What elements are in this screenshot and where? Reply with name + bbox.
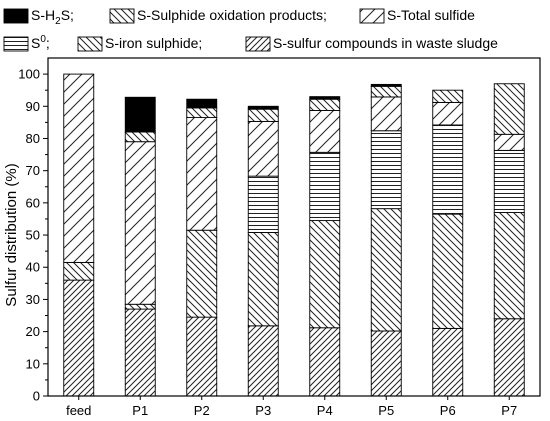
x-tick-label: P4 (317, 403, 333, 418)
legend-swatch (3, 8, 29, 24)
bar-segment (309, 110, 341, 153)
bar-segment (63, 279, 95, 397)
bar-segment (432, 101, 464, 126)
bar-segment (309, 98, 341, 111)
bar-segment (309, 151, 341, 222)
bar-segment (309, 327, 341, 397)
y-tick-label: 80 (26, 131, 40, 146)
y-tick-label: 0 (33, 389, 40, 404)
x-tick-label: P7 (501, 403, 517, 418)
legend-label: S0; (31, 34, 50, 51)
bar-segment (309, 220, 341, 329)
y-tick-label: 70 (26, 163, 40, 178)
plot-frame (47, 57, 541, 397)
bar-segment (432, 124, 464, 215)
bar-segment (247, 325, 279, 397)
legend-label: S-Sulphide oxidation products; (137, 7, 327, 23)
bar-segment (247, 105, 279, 110)
bar-segment (186, 229, 218, 318)
y-tick-label: 40 (26, 260, 40, 275)
x-tick-label: feed (66, 403, 91, 418)
bar-segment (186, 316, 218, 397)
bar-segment (124, 308, 156, 397)
bar-segment (124, 131, 156, 143)
y-tick-label: 50 (26, 228, 40, 243)
bar-segment (432, 327, 464, 397)
bar-segment (432, 89, 464, 103)
bar-segment (247, 175, 279, 233)
legend-swatch (245, 36, 271, 52)
bar-segment (370, 130, 402, 210)
bar-segment (493, 212, 525, 320)
y-axis-title: Sulfur distribution (%) (3, 163, 20, 306)
plot-area: feed P1 P2 P3 P4 P5 P6 P7 0 10 20 30 40 50 60 70 80 90 100 (18, 57, 541, 418)
legend-label: S-H2S; (31, 7, 74, 27)
bar-segment (247, 108, 279, 122)
bar-segment (493, 149, 525, 213)
bar-segment (370, 83, 402, 87)
bar-segment (309, 96, 341, 100)
bar-segment (186, 98, 218, 109)
x-tick-label: P5 (378, 403, 394, 418)
legend: S-H2S; S-Sulphide oxidation products; S-To… (3, 7, 498, 52)
y-tick-label: 60 (26, 195, 40, 210)
bar-segment (370, 208, 402, 332)
y-tick-label: 90 (26, 99, 40, 114)
legend-swatch (3, 36, 29, 52)
bar-segment (493, 83, 525, 135)
y-tick-label: 30 (26, 292, 40, 307)
bar-segment (370, 85, 402, 98)
bar-segment (370, 96, 402, 132)
bar-segment (63, 73, 95, 263)
x-tick-label: P2 (194, 403, 210, 418)
x-tick-label: P6 (440, 403, 456, 418)
bar-segment (370, 330, 402, 397)
legend-swatch (77, 36, 103, 52)
bar-segment (247, 120, 279, 177)
legend-label: S-iron sulphide; (105, 35, 202, 51)
y-tick-label: 20 (26, 324, 40, 339)
x-tick-label: P1 (132, 403, 148, 418)
legend-label: S-sulfur compounds in waste sludge (273, 35, 498, 51)
bar-segment (63, 261, 95, 281)
bar-segment (124, 303, 156, 310)
bar-segment (432, 213, 464, 329)
bar-segment (493, 318, 525, 397)
bar-segment (124, 96, 156, 133)
x-tick-label: P3 (255, 403, 271, 418)
y-tick-label: 10 (26, 356, 40, 371)
bar-segment (493, 133, 525, 151)
bar-segment (186, 107, 218, 119)
bar-segment (124, 141, 156, 305)
bar-segment (247, 232, 279, 327)
legend-swatch (359, 8, 385, 24)
legend-swatch (109, 8, 135, 24)
bar-segment (186, 117, 218, 231)
y-tick-label: 100 (18, 67, 40, 82)
legend-label: S-Total sulfide (387, 7, 475, 23)
